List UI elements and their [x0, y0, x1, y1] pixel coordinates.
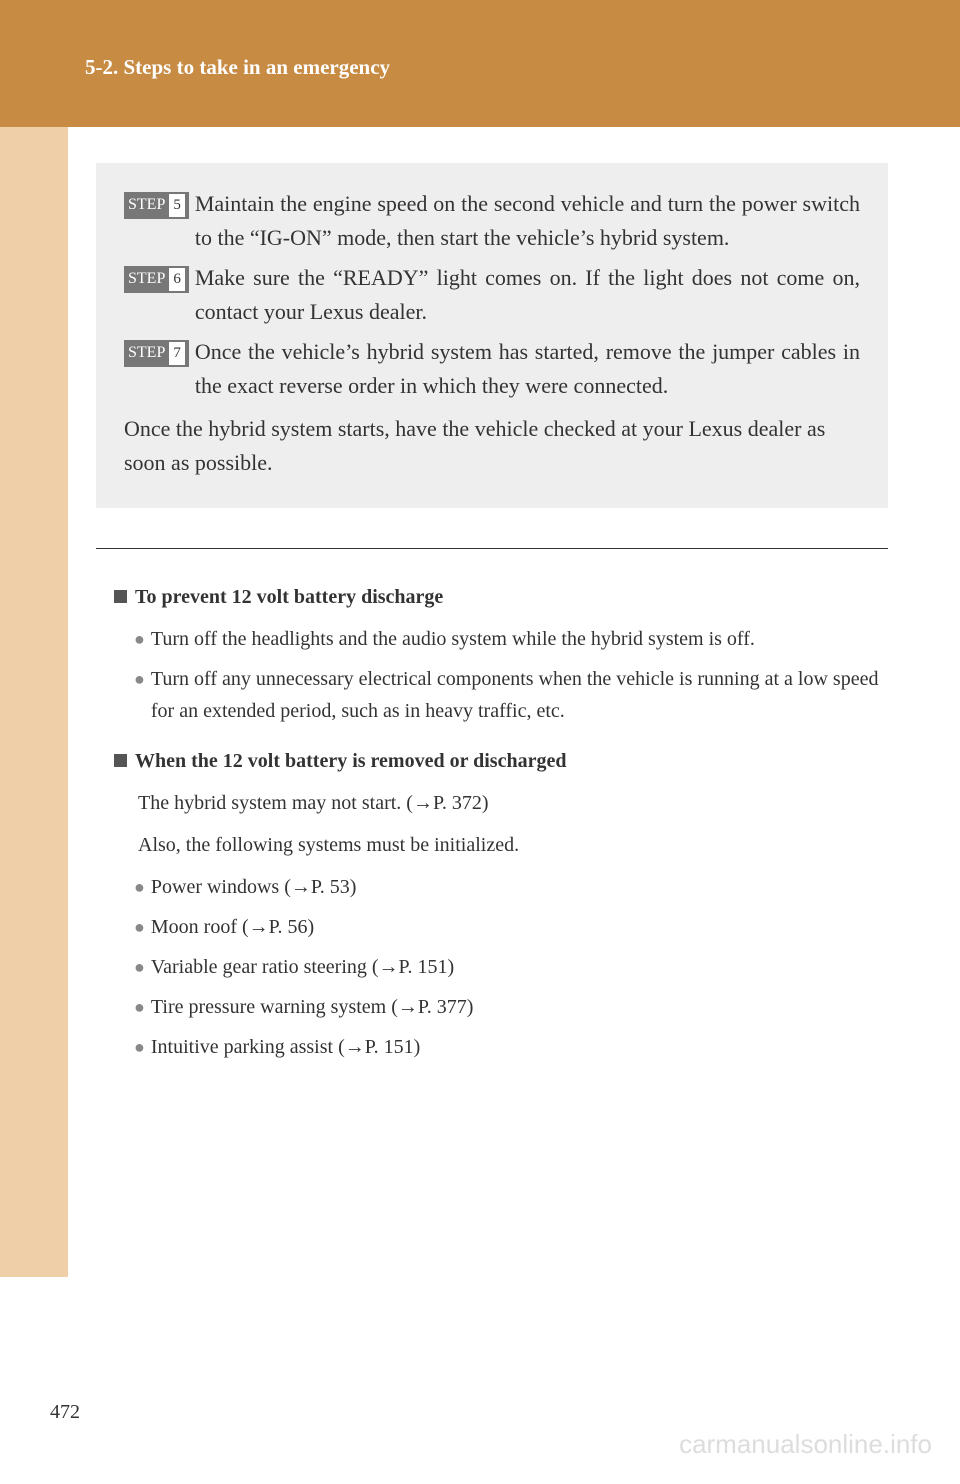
- bullet-text: Power windows (→P. 53): [151, 871, 357, 903]
- list-item: ● Turn off the headlights and the audio …: [134, 623, 880, 655]
- circle-bullet-icon: ●: [134, 1033, 145, 1062]
- step-badge: STEP 6: [124, 266, 189, 293]
- header-bar: 5-2. Steps to take in an emergency: [0, 0, 960, 127]
- watermark-text: carmanualsonline.info: [679, 1429, 932, 1460]
- step-text: Once the vehicle’s hybrid system has sta…: [195, 335, 860, 403]
- notes-section: To prevent 12 volt battery discharge ● T…: [96, 581, 888, 1063]
- steps-box: STEP 5 Maintain the engine speed on the …: [96, 163, 888, 508]
- circle-bullet-icon: ●: [134, 625, 145, 654]
- step-label: STEP: [128, 193, 165, 218]
- list-item: ● Power windows (→P. 53): [134, 871, 880, 903]
- page-number: 472: [50, 1401, 80, 1424]
- square-bullet-icon: [114, 754, 127, 767]
- bullet-text: Variable gear ratio steering (→P. 151): [151, 951, 454, 983]
- step-row: STEP 6 Make sure the “READY” light comes…: [124, 261, 860, 329]
- circle-bullet-icon: ●: [134, 993, 145, 1022]
- circle-bullet-icon: ●: [134, 953, 145, 982]
- square-bullet-icon: [114, 590, 127, 603]
- step-label: STEP: [128, 341, 165, 366]
- page-content: STEP 5 Maintain the engine speed on the …: [68, 127, 930, 1071]
- note-heading: To prevent 12 volt battery discharge: [114, 581, 880, 613]
- bullet-text: Tire pressure warning system (→P. 377): [151, 991, 474, 1023]
- closing-text: Once the hybrid system starts, have the …: [124, 412, 860, 480]
- list-item: ● Moon roof (→P. 56): [134, 911, 880, 943]
- step-row: STEP 5 Maintain the engine speed on the …: [124, 187, 860, 255]
- step-number: 7: [169, 342, 185, 365]
- note-heading: When the 12 volt battery is removed or d…: [114, 745, 880, 777]
- list-item: ● Turn off any unnecessary electrical co…: [134, 663, 880, 727]
- step-badge: STEP 7: [124, 340, 189, 367]
- step-text: Make sure the “READY” light comes on. If…: [195, 261, 860, 329]
- step-row: STEP 7 Once the vehicle’s hybrid system …: [124, 335, 860, 403]
- divider-line: [96, 548, 888, 549]
- circle-bullet-icon: ●: [134, 873, 145, 902]
- heading-text: To prevent 12 volt battery discharge: [135, 581, 443, 613]
- bullet-text: Moon roof (→P. 56): [151, 911, 314, 943]
- note-body-text: Also, the following systems must be init…: [138, 829, 880, 861]
- list-item: ● Variable gear ratio steering (→P. 151): [134, 951, 880, 983]
- bullet-text: Turn off any unnecessary electrical comp…: [151, 663, 880, 727]
- list-item: ● Tire pressure warning system (→P. 377): [134, 991, 880, 1023]
- left-margin-bar: [0, 127, 68, 1277]
- step-number: 6: [169, 268, 185, 291]
- circle-bullet-icon: ●: [134, 913, 145, 942]
- step-number: 5: [169, 194, 185, 217]
- heading-text: When the 12 volt battery is removed or d…: [135, 745, 566, 777]
- note-body-text: The hybrid system may not start. (→P. 37…: [138, 787, 880, 819]
- bullet-text: Turn off the headlights and the audio sy…: [151, 623, 755, 655]
- circle-bullet-icon: ●: [134, 665, 145, 694]
- section-title: 5-2. Steps to take in an emergency: [85, 55, 960, 80]
- step-text: Maintain the engine speed on the second …: [195, 187, 860, 255]
- step-badge: STEP 5: [124, 192, 189, 219]
- step-label: STEP: [128, 267, 165, 292]
- bullet-text: Intuitive parking assist (→P. 151): [151, 1031, 420, 1063]
- list-item: ● Intuitive parking assist (→P. 151): [134, 1031, 880, 1063]
